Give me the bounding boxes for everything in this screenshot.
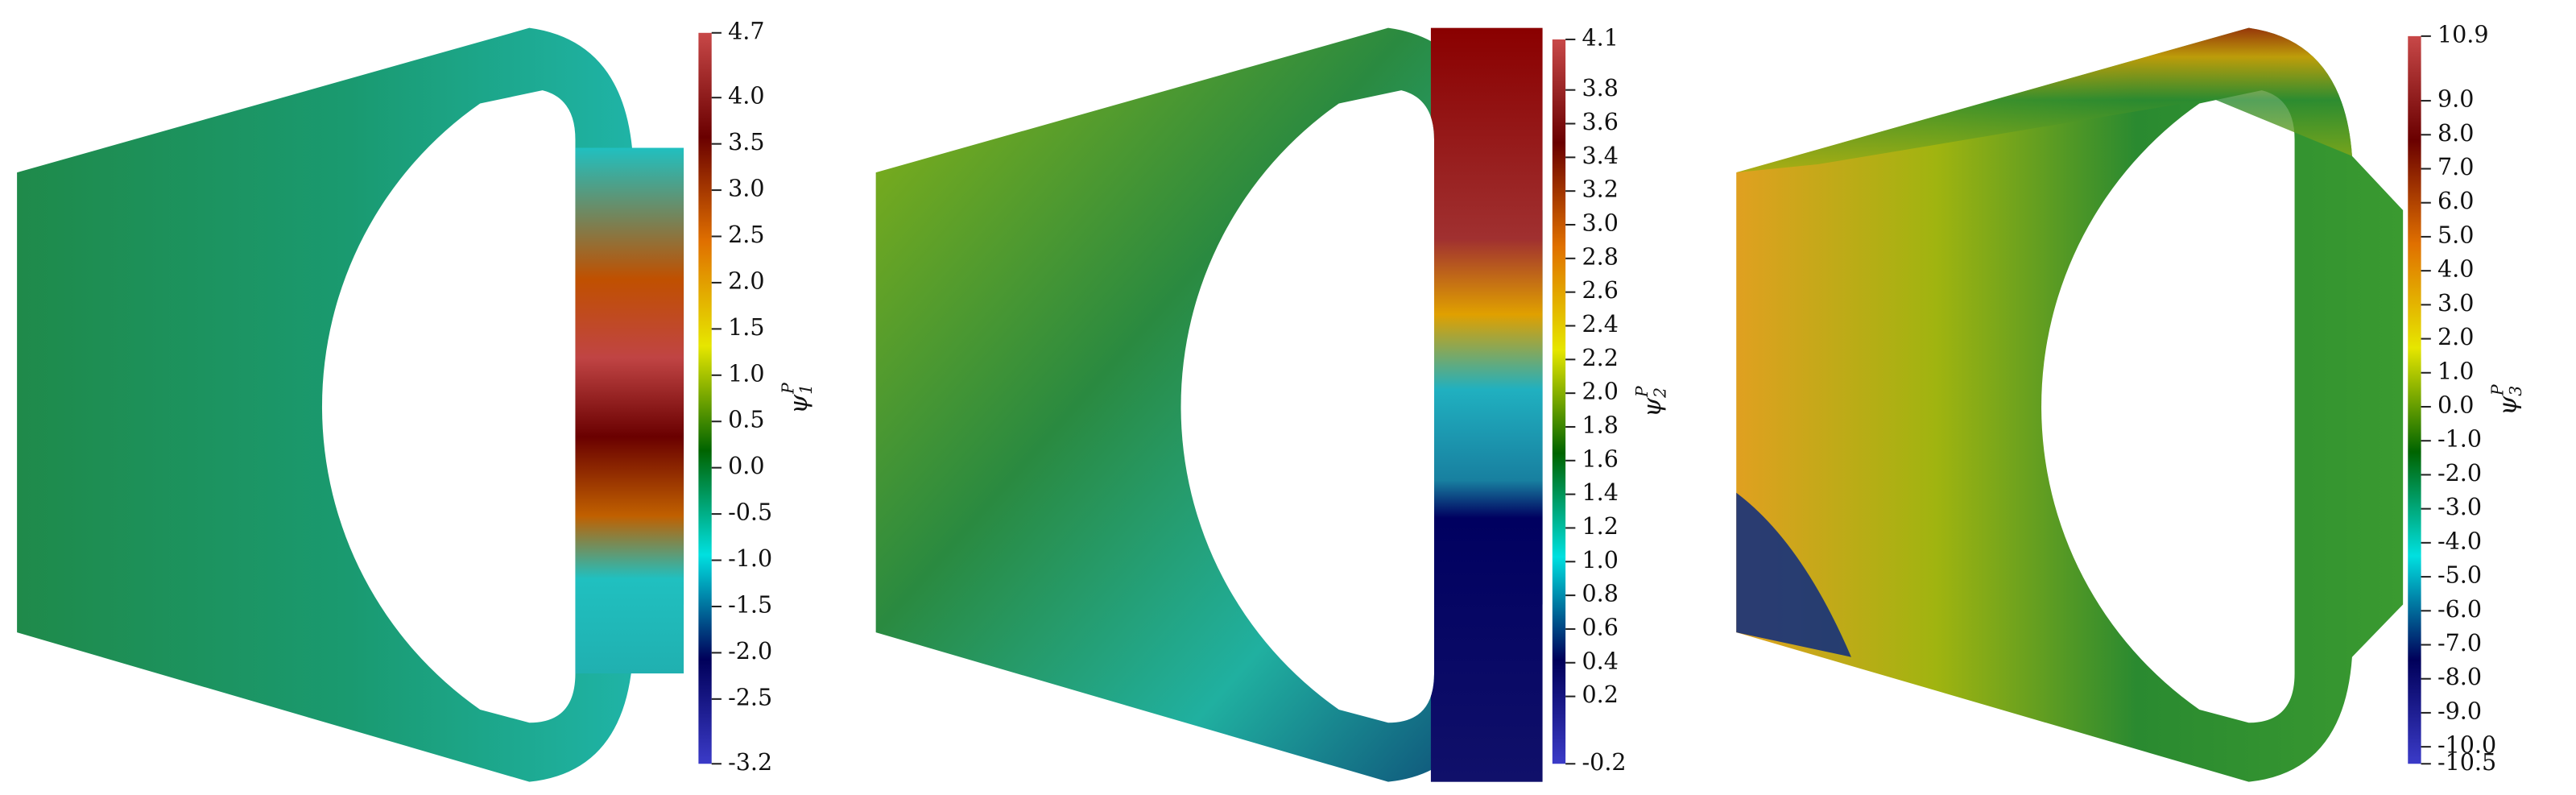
axis-label-sub: 1 bbox=[796, 384, 815, 395]
tick-label: 3.0 bbox=[2437, 290, 2474, 317]
axis-label: ψ3P bbox=[2487, 384, 2524, 416]
tick-label: 2.8 bbox=[1582, 243, 1619, 270]
tick-label: 0.0 bbox=[2437, 392, 2474, 419]
tick-label: -1.0 bbox=[2437, 426, 2482, 453]
tick-label: 0.2 bbox=[1582, 681, 1619, 708]
tick-label: -5.0 bbox=[2437, 562, 2482, 589]
axis-label-symbol: ψ bbox=[2495, 395, 2523, 416]
tick-label: 3.0 bbox=[1582, 209, 1619, 236]
tick-label: 0.0 bbox=[728, 453, 764, 479]
tick-label: 2.0 bbox=[2437, 324, 2474, 350]
tick-label: -6.0 bbox=[2437, 596, 2482, 623]
tick-label: 10.9 bbox=[2437, 21, 2489, 48]
field-3 bbox=[1736, 27, 2404, 782]
axis-label-sup: P bbox=[1631, 386, 1651, 398]
tick-label: -10.0 bbox=[2437, 732, 2496, 759]
tick-label: 6.0 bbox=[2437, 188, 2474, 214]
tick-label: 1.8 bbox=[1582, 412, 1619, 438]
tick-label: 1.0 bbox=[1582, 547, 1619, 573]
tick-label: 5.0 bbox=[2437, 222, 2474, 248]
tick-label: -10.5 bbox=[2437, 749, 2496, 776]
tick-label: -8.0 bbox=[2437, 664, 2482, 690]
tick-label: 3.8 bbox=[1582, 75, 1619, 101]
tick-label: 4.1 bbox=[1582, 24, 1619, 51]
tick-label: 2.6 bbox=[1582, 277, 1619, 304]
colorbar bbox=[2408, 35, 2421, 764]
tick-label: 2.4 bbox=[1582, 311, 1619, 337]
tick-label: -0.5 bbox=[728, 499, 772, 526]
tick-label: 1.0 bbox=[2437, 358, 2474, 384]
tick-label: -2.0 bbox=[2437, 460, 2482, 487]
tick-label: 2.0 bbox=[1582, 379, 1619, 405]
tick-label: -3.0 bbox=[2437, 494, 2482, 520]
tick-label: -3.2 bbox=[728, 749, 772, 776]
tick-label: 7.0 bbox=[2437, 154, 2474, 180]
tick-label: 3.5 bbox=[728, 129, 764, 155]
tick-label: 0.4 bbox=[1582, 648, 1619, 674]
tick-label: 0.8 bbox=[1582, 581, 1619, 607]
tick-label: 1.6 bbox=[1582, 445, 1619, 472]
tick-label: 9.0 bbox=[2437, 86, 2474, 113]
tick-label: 1.5 bbox=[728, 314, 764, 341]
tick-label: 4.7 bbox=[728, 18, 764, 44]
tick-label: 4.0 bbox=[2437, 256, 2474, 283]
colorbar bbox=[698, 32, 712, 764]
tick-label: 3.6 bbox=[1582, 109, 1619, 135]
axis-label-sub: 2 bbox=[1650, 387, 1669, 399]
field-2 bbox=[875, 27, 1543, 782]
tick-label: 0.5 bbox=[728, 407, 764, 433]
tick-label: 0.6 bbox=[1582, 614, 1619, 640]
axis-label-sub: 3 bbox=[2505, 386, 2524, 396]
tick-label: 1.0 bbox=[728, 360, 764, 387]
colorbar bbox=[1552, 39, 1566, 764]
axis-label-symbol: ψ bbox=[1639, 397, 1667, 417]
tick-label: -7.0 bbox=[2437, 630, 2482, 656]
tick-label: 2.5 bbox=[728, 222, 764, 248]
tick-label: -1.5 bbox=[728, 591, 772, 618]
axis-label-sup: P bbox=[2487, 384, 2507, 396]
tick-label: 8.0 bbox=[2437, 120, 2474, 147]
tick-label: -0.2 bbox=[1582, 749, 1627, 776]
tick-label: 2.0 bbox=[728, 267, 764, 294]
tick-label: -2.5 bbox=[728, 684, 772, 710]
axis-label: ψ1P bbox=[778, 383, 815, 414]
tick-label: 3.2 bbox=[1582, 176, 1619, 203]
tick-label: 3.4 bbox=[1582, 143, 1619, 169]
tick-label: 1.4 bbox=[1582, 479, 1619, 506]
field-1 bbox=[17, 27, 684, 782]
tick-label: -1.0 bbox=[728, 545, 772, 572]
tick-label: -4.0 bbox=[2437, 528, 2482, 554]
tick-label: 3.0 bbox=[728, 176, 764, 202]
tick-label: 1.2 bbox=[1582, 513, 1619, 540]
axis-label-symbol: ψ bbox=[785, 394, 813, 414]
tick-label: -2.0 bbox=[728, 638, 772, 665]
tick-label: 2.2 bbox=[1582, 345, 1619, 371]
axis-label-sup: P bbox=[778, 383, 797, 395]
axis-label: ψ2P bbox=[1631, 386, 1668, 417]
tick-label: -9.0 bbox=[2437, 698, 2482, 724]
tick-label: 4.0 bbox=[728, 83, 764, 110]
